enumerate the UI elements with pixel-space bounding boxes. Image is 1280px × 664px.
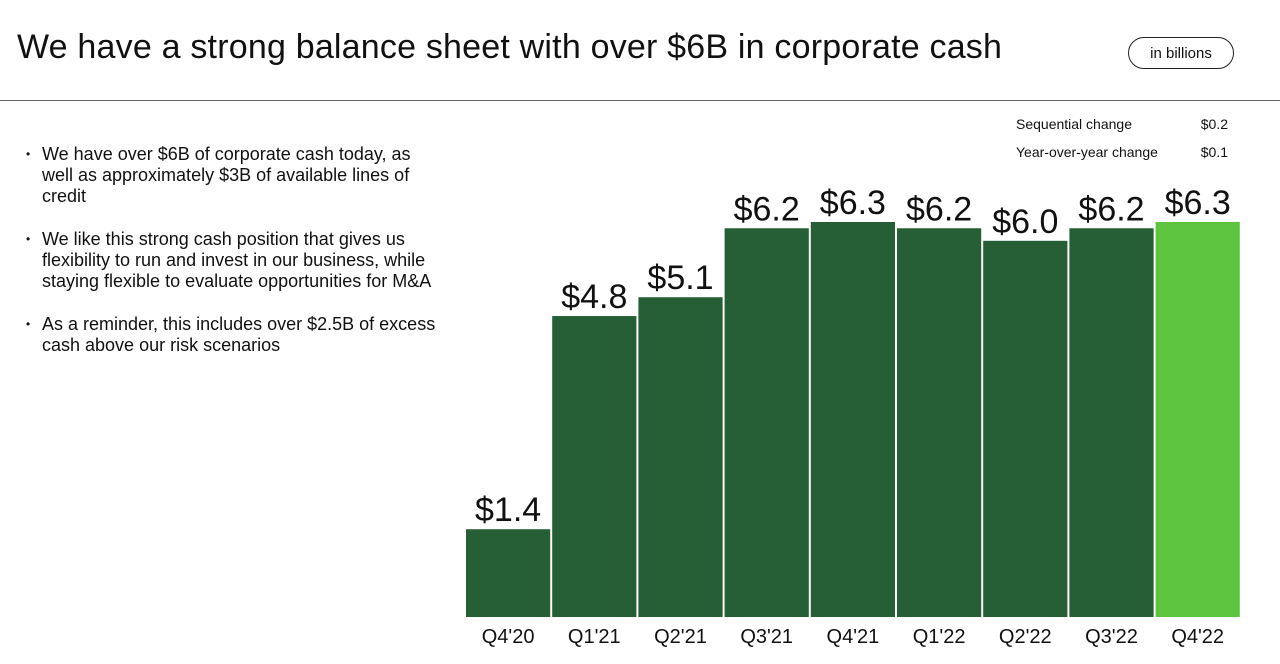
bullet-dot-icon: •	[26, 317, 31, 331]
bar-Q4'21	[810, 222, 895, 617]
data-label: $6.3	[1165, 184, 1231, 222]
data-label: $6.0	[992, 203, 1058, 241]
bar-Q1'22	[897, 228, 982, 617]
page-title: We have a strong balance sheet with over…	[17, 28, 1003, 66]
x-tick-label: Q4'20	[482, 626, 535, 648]
bullet-text: As a reminder, this includes over $2.5B …	[42, 314, 436, 355]
x-tick-label: Q1'21	[568, 626, 621, 648]
x-tick-label: Q1'22	[913, 626, 966, 648]
x-tick-label: Q2'22	[999, 626, 1052, 648]
bar-Q2'22	[983, 240, 1068, 618]
data-label: $6.2	[734, 190, 800, 228]
stat-row-sequential: Sequential change $0.2	[1016, 110, 1228, 138]
bullet-dot-icon: •	[26, 232, 31, 246]
bullet-list: • We have over $6B of corporate cash tod…	[26, 144, 446, 378]
data-label: $6.2	[906, 190, 972, 228]
bullet-text: We like this strong cash position that g…	[42, 229, 432, 291]
x-tick-label: Q3'22	[1085, 626, 1138, 648]
data-label: $6.2	[1078, 190, 1144, 228]
bullet-item: • We like this strong cash position that…	[26, 229, 446, 292]
change-stats: Sequential change $0.2 Year-over-year ch…	[1016, 110, 1228, 166]
bar-Q3'22	[1069, 228, 1154, 617]
x-tick-label: Q2'21	[654, 626, 707, 648]
x-tick-label: Q4'21	[827, 626, 880, 648]
bar-Q2'21	[638, 297, 723, 617]
data-label: $1.4	[475, 491, 541, 529]
x-tick-label: Q4'22	[1171, 626, 1224, 648]
title-divider	[0, 100, 1280, 101]
data-label: $4.8	[561, 278, 627, 316]
bullet-text: We have over $6B of corporate cash today…	[42, 144, 411, 206]
bar-Q4'22	[1155, 222, 1240, 617]
bar-Q3'21	[724, 228, 809, 617]
bar-Q4'20	[466, 529, 551, 617]
stat-value: $0.1	[1200, 144, 1228, 160]
data-label: $6.3	[820, 184, 886, 222]
data-label: $5.1	[647, 259, 713, 297]
bar-Q1'21	[552, 316, 637, 617]
stat-label: Sequential change	[1016, 116, 1132, 132]
x-tick-label: Q3'21	[740, 626, 793, 648]
stat-value: $0.2	[1200, 116, 1228, 132]
bullet-item: • As a reminder, this includes over $2.5…	[26, 314, 446, 356]
unit-badge: in billions	[1128, 37, 1234, 69]
stat-row-yoy: Year-over-year change $0.1	[1016, 138, 1228, 166]
bullet-dot-icon: •	[26, 147, 31, 161]
bullet-item: • We have over $6B of corporate cash tod…	[26, 144, 446, 207]
stat-label: Year-over-year change	[1016, 144, 1158, 160]
